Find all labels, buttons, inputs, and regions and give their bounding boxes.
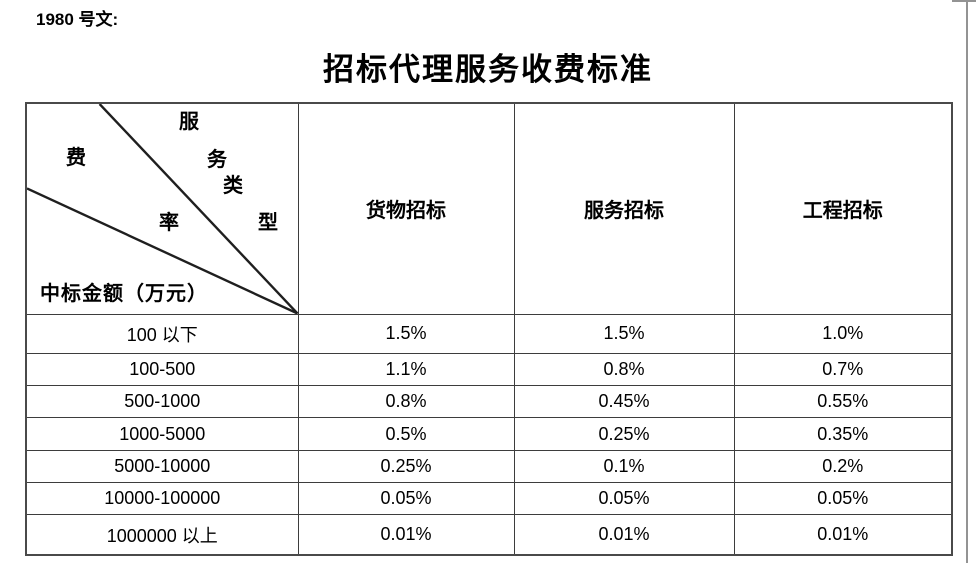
rate-cell: 0.01% [733, 514, 953, 556]
amount-range-cell: 100 以下 [25, 313, 299, 355]
rate-cell: 0.05% [513, 481, 735, 516]
rate-cell: 1.0% [733, 313, 953, 355]
corner-axis-char: 务 [207, 149, 227, 171]
rate-cell: 1.5% [513, 313, 735, 355]
table-header-row: 服 务 类 型 费 率 中标金额（万元） 货物招标 服务招标 工程招标 [25, 102, 953, 315]
column-header-services: 服务招标 [513, 102, 735, 315]
corner-axis-char: 率 [159, 212, 179, 234]
corner-axis-char: 型 [258, 212, 278, 234]
rate-cell: 0.45% [513, 385, 735, 419]
table-row: 10000-100000 0.05% 0.05% 0.05% [25, 481, 953, 516]
table-row: 100 以下 1.5% 1.5% 1.0% [25, 313, 953, 355]
amount-range-cell: 100-500 [25, 353, 299, 387]
rate-cell: 1.5% [297, 313, 515, 355]
rate-cell: 0.35% [733, 417, 953, 451]
amount-range-cell: 1000-5000 [25, 417, 299, 451]
rate-cell: 0.25% [513, 417, 735, 451]
page-edge-line [966, 0, 968, 563]
rate-cell: 0.25% [297, 449, 515, 483]
rate-cell: 0.7% [733, 353, 953, 387]
rate-cell: 0.01% [513, 514, 735, 556]
table-row: 5000-10000 0.25% 0.1% 0.2% [25, 449, 953, 483]
rate-cell: 0.8% [297, 385, 515, 419]
rate-cell: 0.05% [733, 481, 953, 516]
table-row: 500-1000 0.8% 0.45% 0.55% [25, 385, 953, 419]
rate-cell: 0.8% [513, 353, 735, 387]
doc-reference: 1980 号文: [36, 10, 119, 29]
amount-range-cell: 10000-100000 [25, 481, 299, 516]
rate-cell: 0.2% [733, 449, 953, 483]
table-row: 100-500 1.1% 0.8% 0.7% [25, 353, 953, 387]
rate-cell: 0.1% [513, 449, 735, 483]
column-header-goods: 货物招标 [297, 102, 515, 315]
amount-range-cell: 500-1000 [25, 385, 299, 419]
diagonal-divider-lines [27, 104, 298, 314]
rate-cell: 0.55% [733, 385, 953, 419]
corner-axis-char: 费 [66, 147, 86, 169]
rate-cell: 0.5% [297, 417, 515, 451]
page-title: 招标代理服务收费标准 [323, 52, 653, 87]
fee-standard-table: 服 务 类 型 费 率 中标金额（万元） 货物招标 服务招标 工程招标 100 … [25, 102, 953, 556]
rate-cell: 1.1% [297, 353, 515, 387]
table-row: 1000-5000 0.5% 0.25% 0.35% [25, 417, 953, 451]
corner-axis-char: 服 [179, 111, 199, 133]
table-row: 1000000 以上 0.01% 0.01% 0.01% [25, 514, 953, 556]
column-header-works: 工程招标 [733, 102, 953, 315]
amount-range-cell: 5000-10000 [25, 449, 299, 483]
rate-cell: 0.01% [297, 514, 515, 556]
rate-cell: 0.05% [297, 481, 515, 516]
corner-axis-char: 类 [223, 175, 243, 197]
corner-row-axis-label: 中标金额（万元） [40, 282, 208, 305]
table-corner-cell: 服 务 类 型 费 率 中标金额（万元） [25, 102, 299, 315]
amount-range-cell: 1000000 以上 [25, 514, 299, 556]
page-edge-corner [952, 0, 976, 2]
